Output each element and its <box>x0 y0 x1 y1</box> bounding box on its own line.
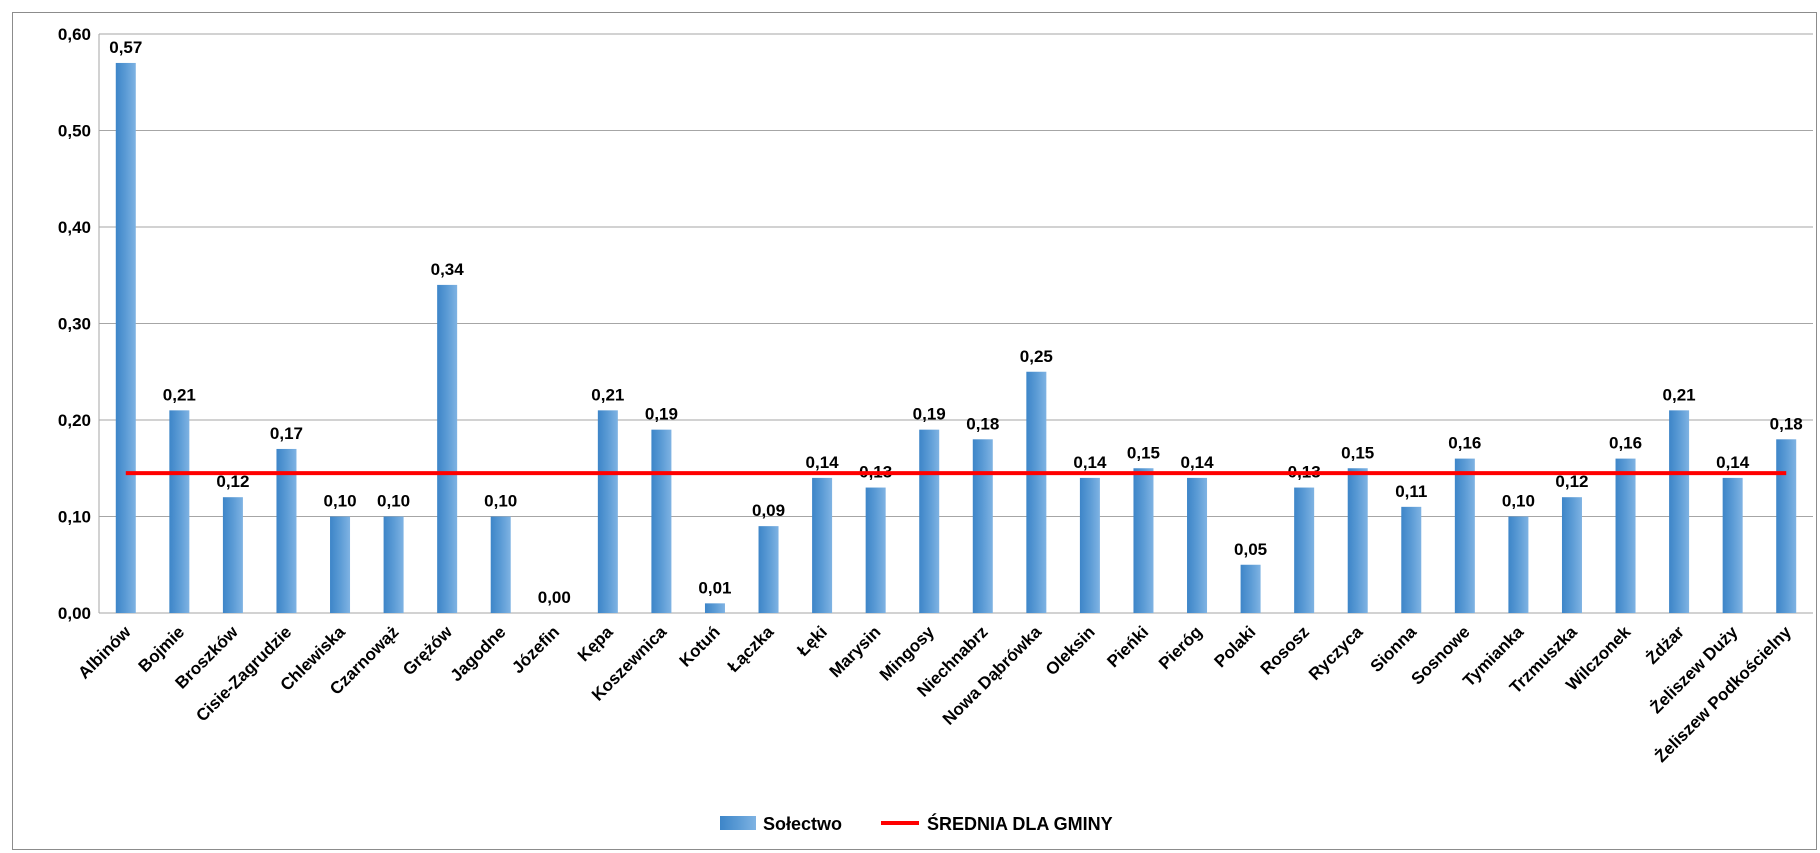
category-label: Nowa Dąbrówka <box>939 622 1046 729</box>
category-label: Bojmie <box>135 622 189 676</box>
bar <box>169 410 190 613</box>
bar <box>115 62 136 613</box>
data-label: 0,18 <box>966 414 999 433</box>
y-tick-label: 0,10 <box>58 508 91 527</box>
data-label: 0,25 <box>1020 347 1053 366</box>
bar-chart: 0,00 0,10 0,20 0,30 0,40 0,50 0,60 0,57 0,21 0,1… <box>58 25 1813 834</box>
bar <box>490 516 511 613</box>
y-tick-label: 0,00 <box>58 604 91 623</box>
data-label: 0,14 <box>1180 453 1214 472</box>
data-label: 0,10 <box>1502 492 1535 511</box>
bar <box>865 487 886 613</box>
bar <box>1133 468 1154 613</box>
data-label: 0,10 <box>323 492 356 511</box>
category-label: Cisie-Zagrudzie <box>192 622 295 725</box>
legend: Sołectwo ŚREDNIA DLA GMINY <box>720 813 1113 834</box>
bar <box>972 439 993 613</box>
data-label: 0,17 <box>270 424 303 443</box>
data-labels: 0,57 0,21 0,12 0,17 0,10 0,10 0,34 0,10 0,00 0,21… <box>109 38 1803 607</box>
category-label: Polaki <box>1211 622 1260 671</box>
bar <box>1401 506 1422 613</box>
y-tick-label: 0,40 <box>58 218 91 237</box>
bar <box>597 410 618 613</box>
data-label: 0,00 <box>538 588 571 607</box>
category-label: Ryczyca <box>1305 622 1367 684</box>
bar <box>330 516 351 613</box>
bar <box>1615 458 1636 613</box>
bar <box>651 429 672 613</box>
data-label: 0,57 <box>109 38 142 57</box>
data-label: 0,18 <box>1770 414 1803 433</box>
bar <box>1187 477 1208 613</box>
bar <box>1776 439 1797 613</box>
data-label: 0,05 <box>1234 540 1267 559</box>
data-label: 0,14 <box>806 453 840 472</box>
category-label: Łączka <box>724 622 778 676</box>
y-tick-label: 0,20 <box>58 411 91 430</box>
category-label: Pieńki <box>1103 622 1152 671</box>
bar <box>1026 371 1047 613</box>
data-label: 0,14 <box>1716 453 1750 472</box>
data-label: 0,14 <box>1073 453 1107 472</box>
category-label: Józefin <box>508 622 563 677</box>
x-axis: Albinów BojmieBroszkówCisie-ZagrudzieChle… <box>74 622 1795 766</box>
data-label: 0,21 <box>1663 385 1696 404</box>
data-label: 0,09 <box>752 501 785 520</box>
data-label: 0,10 <box>377 492 410 511</box>
bar <box>919 429 940 613</box>
legend-swatch-bar <box>720 816 756 830</box>
category-label: Łęki <box>793 622 830 659</box>
bar <box>1294 487 1315 613</box>
bar <box>1347 468 1368 613</box>
bar <box>383 516 404 613</box>
bar <box>704 603 725 613</box>
legend-label-line: ŚREDNIA DLA GMINY <box>927 813 1113 834</box>
bar <box>1508 516 1529 613</box>
data-label: 0,19 <box>645 405 678 424</box>
legend-label-bar: Sołectwo <box>763 814 842 834</box>
bar <box>1240 564 1261 613</box>
bar <box>276 448 297 613</box>
category-label: Oleksin <box>1042 622 1099 679</box>
y-tick-label: 0,60 <box>58 25 91 44</box>
category-label: Jagodne <box>447 622 510 685</box>
bar <box>812 477 833 613</box>
bar <box>1669 410 1690 613</box>
data-label: 0,21 <box>591 385 624 404</box>
bar <box>1722 477 1743 613</box>
bar <box>1561 497 1582 613</box>
category-label: Żdżar <box>1642 622 1688 668</box>
gridlines <box>98 33 1813 614</box>
data-label: 0,15 <box>1341 443 1374 462</box>
chart-frame: 0,00 0,10 0,20 0,30 0,40 0,50 0,60 0,57 0,21 0,1… <box>12 12 1817 850</box>
bars <box>115 62 1797 613</box>
data-label: 0,16 <box>1448 434 1481 453</box>
bar <box>437 284 458 613</box>
category-label: Kotuń <box>676 622 724 670</box>
category-label: Marysin <box>826 622 885 681</box>
category-label: Sionna <box>1367 622 1421 676</box>
category-label: Kępa <box>574 622 617 665</box>
y-tick-label: 0,50 <box>58 122 91 141</box>
data-label: 0,16 <box>1609 434 1642 453</box>
y-tick-label: 0,30 <box>58 315 91 334</box>
data-label: 0,10 <box>484 492 517 511</box>
data-label: 0,12 <box>216 472 249 491</box>
bar <box>1454 458 1475 613</box>
data-label: 0,21 <box>163 385 196 404</box>
category-label: Pieróg <box>1155 622 1206 673</box>
bar <box>222 497 243 613</box>
data-label: 0,19 <box>913 405 946 424</box>
bar <box>1079 477 1100 613</box>
data-label: 0,11 <box>1395 482 1427 501</box>
data-label: 0,15 <box>1127 443 1160 462</box>
category-label: Albinów <box>74 622 135 683</box>
y-axis: 0,00 0,10 0,20 0,30 0,40 0,50 0,60 <box>58 25 91 623</box>
data-label: 0,34 <box>431 260 465 279</box>
bar <box>758 526 779 613</box>
data-label: 0,01 <box>698 578 731 597</box>
data-label: 0,12 <box>1555 472 1588 491</box>
